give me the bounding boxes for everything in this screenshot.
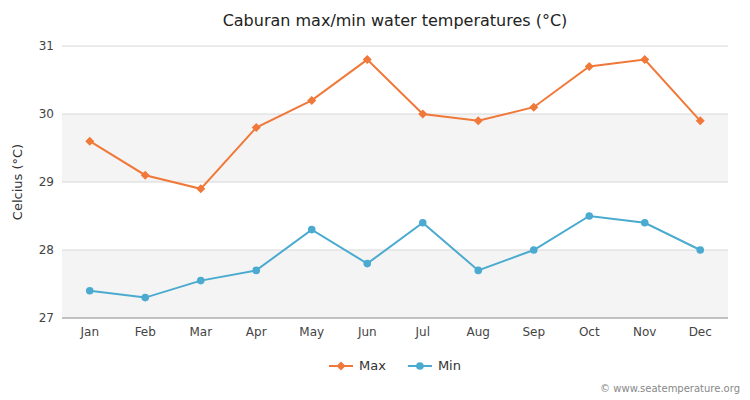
- grid-line: [62, 182, 728, 183]
- data-point: [252, 123, 261, 132]
- legend-marker: [416, 362, 424, 370]
- grid-line: [62, 114, 728, 115]
- x-axis: Jan Feb Mar Apr May Jun Jul Aug Sep Oct Nov Dec: [62, 318, 728, 339]
- plot-area: [85, 55, 705, 301]
- x-tick-label: Apr: [246, 325, 267, 339]
- x-tick-label: Jul: [415, 325, 430, 339]
- legend-label: Max: [359, 358, 386, 373]
- chart-svg: 27 28 29 30 31 Celcius (°C) Jan Feb Mar Apr May Jun…: [0, 0, 750, 400]
- x-tick-label: Nov: [633, 325, 656, 339]
- grid-band: [62, 114, 728, 182]
- grid-line: [62, 46, 728, 47]
- data-point: [474, 116, 483, 125]
- series-line: [90, 60, 701, 189]
- data-point: [86, 287, 94, 295]
- data-point: [419, 219, 427, 227]
- chart-title: Caburan max/min water temperatures (°C): [223, 11, 568, 30]
- x-tick-label: Jun: [357, 325, 377, 339]
- grid-line: [62, 250, 728, 251]
- x-axis-line: [62, 318, 728, 319]
- y-tick-label: 30: [39, 107, 54, 121]
- y-axis-label: Celcius (°C): [10, 144, 25, 220]
- data-point: [141, 171, 150, 180]
- data-point: [307, 96, 316, 105]
- data-point: [696, 116, 705, 125]
- chart-container: 27 28 29 30 31 Celcius (°C) Jan Feb Mar Apr May Jun…: [0, 0, 750, 400]
- data-point: [363, 55, 372, 64]
- data-point: [529, 103, 538, 112]
- y-axis: 27 28 29 30 31: [39, 39, 54, 325]
- data-point: [363, 260, 371, 268]
- y-tick-label: 31: [39, 39, 54, 53]
- legend-label: Min: [438, 358, 461, 373]
- data-point: [308, 226, 316, 234]
- x-tick-label: Oct: [579, 325, 600, 339]
- legend-marker: [337, 362, 346, 371]
- data-point: [196, 184, 205, 193]
- y-tick-label: 28: [39, 243, 54, 257]
- x-tick-label: May: [299, 325, 324, 339]
- data-point: [252, 267, 260, 275]
- legend: Max Min: [329, 358, 461, 373]
- data-point: [141, 294, 149, 302]
- y-tick-label: 27: [39, 311, 54, 325]
- y-tick-label: 29: [39, 175, 54, 189]
- x-tick-label: Feb: [135, 325, 156, 339]
- data-point: [585, 62, 594, 71]
- x-tick-label: Mar: [189, 325, 212, 339]
- data-point: [640, 55, 649, 64]
- watermark: © www.seatemperature.org: [600, 383, 740, 394]
- data-point: [85, 137, 94, 146]
- data-point: [474, 267, 482, 275]
- x-tick-label: Dec: [689, 325, 712, 339]
- legend-item: Min: [408, 358, 461, 373]
- series-line: [90, 216, 701, 298]
- data-point: [530, 246, 538, 254]
- data-point: [641, 219, 649, 227]
- x-tick-label: Aug: [467, 325, 490, 339]
- x-tick-label: Jan: [80, 325, 100, 339]
- data-point: [585, 212, 593, 220]
- data-point: [696, 246, 704, 254]
- data-point: [418, 110, 427, 119]
- data-point: [197, 277, 205, 285]
- grid: [62, 46, 728, 318]
- x-tick-label: Sep: [522, 325, 545, 339]
- legend-item: Max: [329, 358, 386, 373]
- grid-line: [62, 318, 728, 319]
- grid-band: [62, 250, 728, 318]
